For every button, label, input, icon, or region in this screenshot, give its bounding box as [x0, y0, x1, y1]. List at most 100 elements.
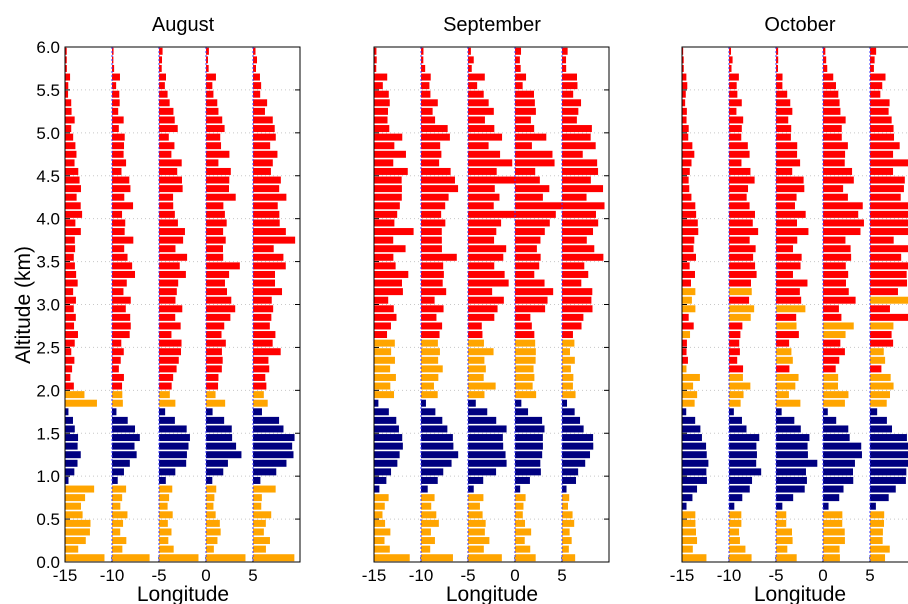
profile-bar	[65, 47, 67, 55]
profile-bar	[112, 339, 122, 347]
x-tick-label: 0	[818, 566, 827, 585]
profile-bar	[421, 399, 426, 407]
profile-bar	[823, 279, 846, 287]
profile-bar	[562, 142, 596, 150]
profile-bar	[562, 468, 579, 476]
profile-bar	[112, 90, 120, 98]
x-tick-label: -5	[768, 566, 783, 585]
profile-bar	[823, 159, 845, 167]
profile-bar	[374, 193, 402, 201]
profile-bar	[515, 64, 521, 72]
profile-bar	[112, 468, 124, 476]
profile-bar	[729, 56, 733, 64]
profile-bar	[206, 554, 246, 562]
profile-bar	[159, 262, 180, 270]
profile-bar	[206, 382, 219, 390]
profile-bar	[515, 245, 537, 253]
panel-title-august: August	[152, 14, 215, 36]
profile-bar	[776, 125, 792, 133]
profile-bar	[206, 331, 222, 339]
profile-bar	[374, 116, 388, 124]
profile-bar	[206, 313, 231, 321]
profile-bar	[562, 270, 589, 278]
profile-bar	[421, 82, 430, 90]
profile-bar	[159, 82, 165, 90]
profile-bar	[159, 373, 174, 381]
profile-bar	[253, 313, 272, 321]
profile-bar	[206, 365, 222, 373]
profile-bar	[823, 313, 842, 321]
profile-bar	[729, 99, 742, 107]
profile-bar	[870, 270, 907, 278]
profile-bar	[468, 202, 494, 210]
profile-bar	[65, 365, 73, 373]
profile-bar	[374, 202, 400, 210]
panel-august: 0.0 0.5 1.0 1.5 2.0 2.5 3.0 3.5 4.0 4.5 5.0 5.5 6.0 -…	[36, 38, 301, 585]
profile-bar	[112, 373, 124, 381]
profile-bar	[515, 193, 543, 201]
profile-bar	[206, 219, 227, 227]
profile-bar	[65, 296, 76, 304]
profile-bar	[515, 399, 522, 407]
profile-bar	[253, 511, 272, 519]
profile-bar	[468, 356, 485, 364]
profile-bar	[112, 245, 125, 253]
profile-bar	[421, 451, 459, 459]
y-tick-label: 5.5	[36, 81, 60, 100]
profile-bar	[468, 253, 504, 261]
profile-bar	[515, 185, 550, 193]
profile-bar	[870, 554, 886, 562]
profile-bar	[823, 133, 842, 141]
profile-bar	[682, 373, 700, 381]
profile-bar	[112, 82, 117, 90]
profile-bar	[159, 133, 169, 141]
profile-bar	[823, 142, 848, 150]
y-tick-label: 4.0	[36, 210, 60, 229]
profile-bar	[682, 210, 697, 218]
profile-bar	[206, 107, 219, 115]
profile-bar	[682, 64, 684, 72]
profile-bar	[468, 468, 497, 476]
profile-bar	[468, 313, 495, 321]
profile-bar	[468, 382, 496, 390]
profile-bar	[421, 228, 442, 236]
profile-bar	[562, 167, 599, 175]
profile-bar	[870, 279, 908, 287]
profile-bar	[682, 494, 693, 502]
profile-bar	[421, 64, 426, 72]
profile-bar	[112, 502, 121, 510]
profile-bar	[515, 210, 556, 218]
profile-bar	[823, 56, 827, 64]
profile-bar	[159, 270, 186, 278]
profile-bar	[515, 56, 520, 64]
profile-bar	[421, 150, 442, 158]
profile-bar	[515, 82, 523, 90]
profile-bar	[374, 176, 402, 184]
profile-bar	[870, 519, 885, 527]
profile-bar	[112, 219, 126, 227]
profile-bar	[823, 399, 845, 407]
profile-bar	[870, 528, 883, 536]
profile-bar	[823, 365, 836, 373]
profile-bar	[729, 373, 743, 381]
profile-bar	[729, 288, 752, 296]
profile-bar	[206, 245, 223, 253]
profile-bar	[159, 296, 176, 304]
profile-bar	[468, 90, 484, 98]
profile-bar	[159, 399, 176, 407]
y-tick-label: 6.0	[36, 38, 60, 57]
profile-bar	[65, 236, 75, 244]
profile-bar	[562, 399, 568, 407]
profile-bar	[253, 468, 277, 476]
profile-bar	[468, 554, 502, 562]
profile-bar	[468, 537, 490, 545]
profile-bar	[823, 339, 841, 347]
profile-bar	[823, 185, 844, 193]
profile-bar	[468, 150, 501, 158]
profile-bar	[729, 459, 757, 467]
profile-bar	[112, 279, 127, 287]
profile-bar	[776, 391, 789, 399]
x-tick-label: -15	[670, 566, 695, 585]
profile-bar	[374, 519, 386, 527]
profile-bar	[776, 116, 789, 124]
